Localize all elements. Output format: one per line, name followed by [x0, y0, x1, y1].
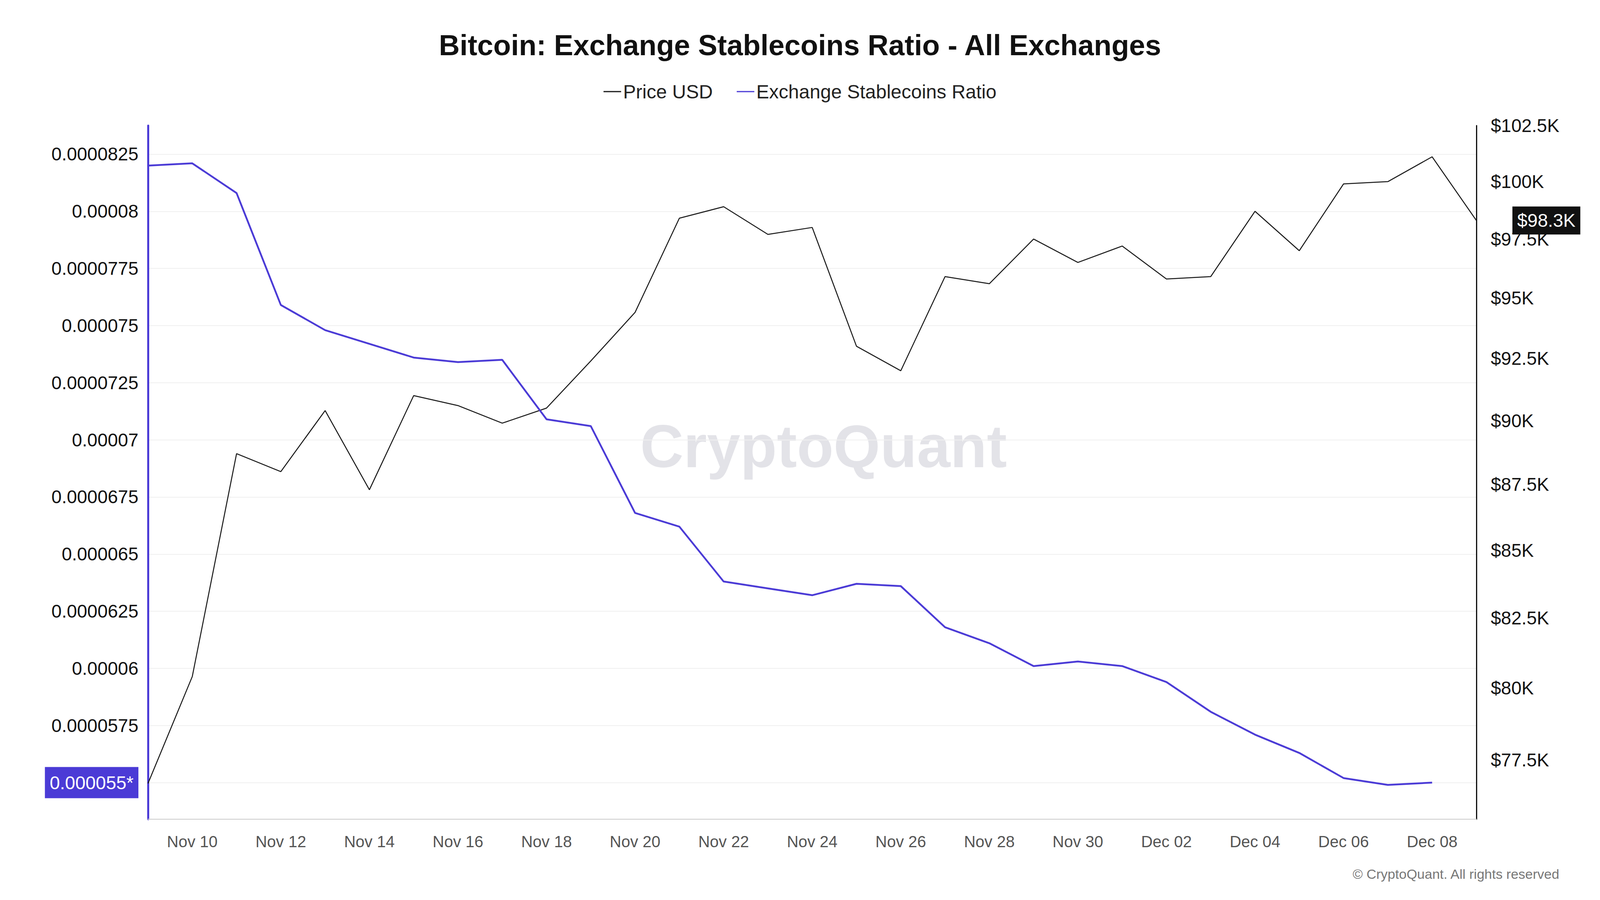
- svg-text:Bitcoin: Exchange Stablecoins: Bitcoin: Exchange Stablecoins Ratio - Al…: [438, 29, 1162, 62]
- svg-text:Nov 30: Nov 30: [1052, 832, 1104, 851]
- svg-text:0.000055*: 0.000055*: [49, 772, 134, 794]
- svg-text:Nov 14: Nov 14: [344, 832, 395, 851]
- svg-text:$95K: $95K: [1490, 287, 1534, 309]
- svg-text:0.000075: 0.000075: [61, 315, 139, 336]
- svg-text:$85K: $85K: [1490, 540, 1534, 561]
- svg-text:0.0000575: 0.0000575: [51, 715, 139, 736]
- svg-text:Dec 02: Dec 02: [1141, 832, 1192, 851]
- svg-text:Nov 12: Nov 12: [255, 832, 307, 851]
- svg-text:Dec 04: Dec 04: [1229, 832, 1281, 851]
- svg-text:Price USD: Price USD: [623, 81, 713, 103]
- svg-text:0.0000775: 0.0000775: [51, 258, 139, 279]
- svg-text:CryptoQuant: CryptoQuant: [640, 412, 1008, 480]
- svg-text:Nov 20: Nov 20: [609, 832, 661, 851]
- svg-text:$87.5K: $87.5K: [1490, 474, 1550, 495]
- svg-text:0.0000725: 0.0000725: [51, 372, 139, 394]
- svg-text:Nov 16: Nov 16: [432, 832, 484, 851]
- svg-text:© CryptoQuant. All rights rese: © CryptoQuant. All rights reserved: [1352, 866, 1560, 882]
- svg-text:Dec 08: Dec 08: [1406, 832, 1458, 851]
- svg-text:0.000065: 0.000065: [61, 543, 139, 565]
- svg-text:Dec 06: Dec 06: [1318, 832, 1370, 851]
- svg-text:Nov 10: Nov 10: [166, 832, 218, 851]
- svg-text:0.00007: 0.00007: [72, 429, 139, 451]
- svg-text:0.00006: 0.00006: [72, 658, 139, 679]
- svg-text:$92.5K: $92.5K: [1490, 348, 1550, 369]
- svg-text:$77.5K: $77.5K: [1490, 749, 1550, 771]
- svg-text:$98.3K: $98.3K: [1517, 210, 1576, 231]
- svg-text:$82.5K: $82.5K: [1490, 607, 1550, 629]
- svg-text:Exchange Stablecoins Ratio: Exchange Stablecoins Ratio: [756, 81, 997, 103]
- svg-text:$90K: $90K: [1490, 410, 1534, 432]
- svg-text:0.0000825: 0.0000825: [51, 143, 139, 165]
- svg-text:0.0000675: 0.0000675: [51, 486, 139, 508]
- svg-text:$100K: $100K: [1490, 171, 1544, 192]
- svg-text:0.00008: 0.00008: [72, 200, 139, 222]
- svg-text:Nov 24: Nov 24: [786, 832, 838, 851]
- svg-text:Nov 28: Nov 28: [964, 832, 1015, 851]
- svg-text:Nov 22: Nov 22: [698, 832, 750, 851]
- svg-text:0.0000625: 0.0000625: [51, 600, 139, 622]
- svg-text:$80K: $80K: [1490, 677, 1534, 699]
- svg-text:Nov 18: Nov 18: [521, 832, 572, 851]
- svg-text:$102.5K: $102.5K: [1490, 115, 1560, 136]
- svg-text:$97.5K: $97.5K: [1490, 228, 1550, 250]
- svg-text:Nov 26: Nov 26: [875, 832, 927, 851]
